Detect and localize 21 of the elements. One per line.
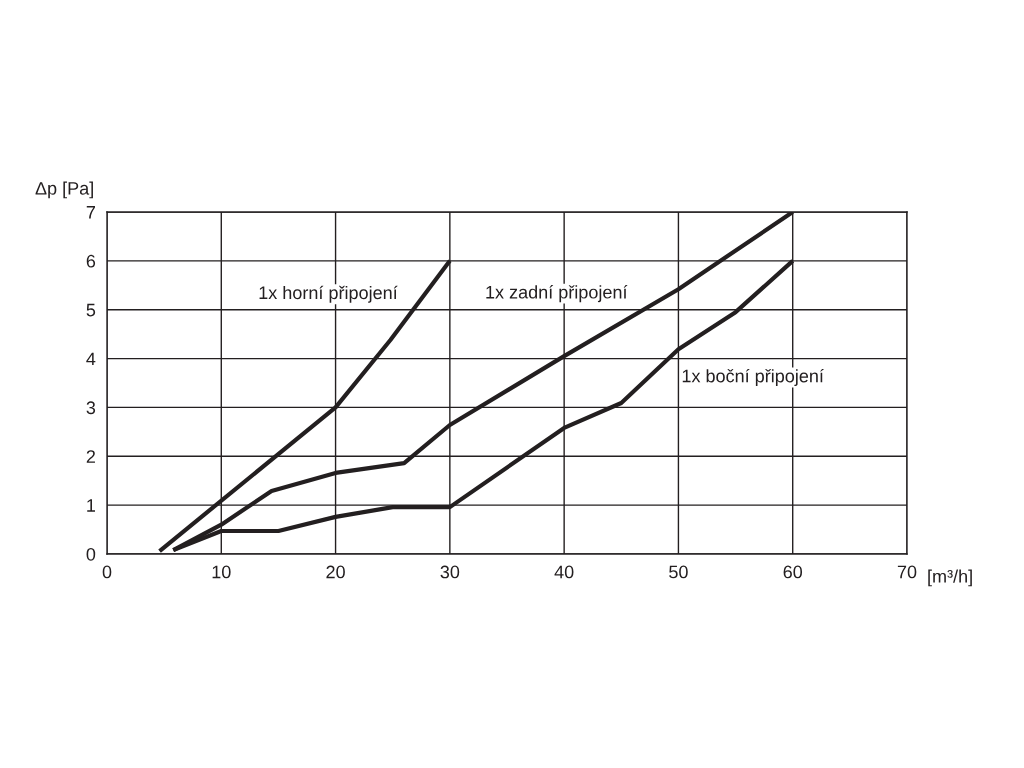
series-label: 1x boční připojení xyxy=(682,368,824,386)
y-tick-label: 4 xyxy=(86,352,96,366)
y-tick-label: 0 xyxy=(86,547,96,561)
y-tick-label: 1 xyxy=(87,499,96,512)
y-tick-label: 7 xyxy=(86,206,95,219)
y-tick-label: 6 xyxy=(86,254,96,268)
x-tick-label: 70 xyxy=(897,565,917,579)
x-tick-label: 50 xyxy=(669,565,688,579)
x-axis-title: [m³/h] xyxy=(928,569,972,587)
series-label: 1x horní připojení xyxy=(259,285,398,303)
x-tick-label: 60 xyxy=(783,565,803,579)
series-label: 1x zadní připojení xyxy=(486,285,628,303)
x-tick-label: 20 xyxy=(326,565,345,579)
y-tick-label: 3 xyxy=(86,401,96,415)
x-tick-label: 30 xyxy=(440,565,460,579)
y-tick-label: 2 xyxy=(86,450,95,463)
x-tick-label: 40 xyxy=(554,565,574,579)
x-tick-label: 10 xyxy=(212,565,231,579)
y-tick-label: 5 xyxy=(86,303,96,317)
x-tick-label: 0 xyxy=(102,565,112,579)
y-axis-title: Δp [Pa] xyxy=(35,181,93,199)
